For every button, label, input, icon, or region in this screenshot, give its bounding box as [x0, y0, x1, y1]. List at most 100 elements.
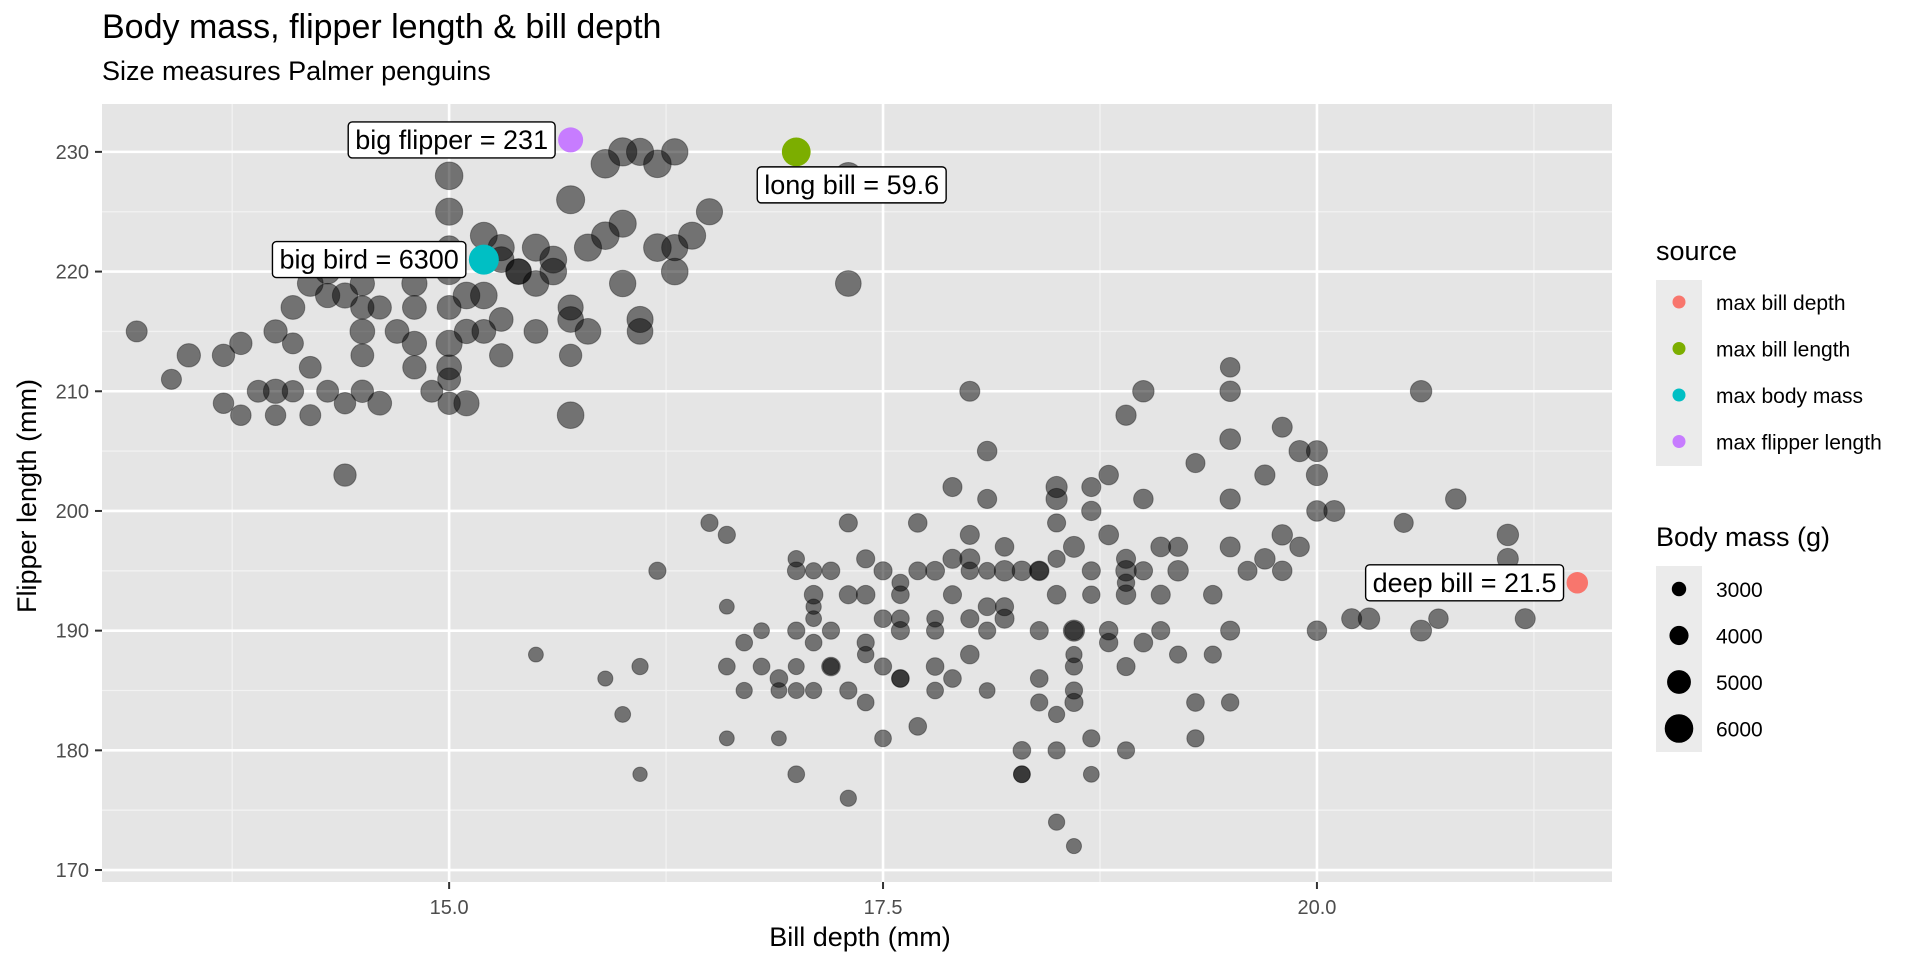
data-point [873, 657, 893, 676]
data-point [436, 354, 463, 381]
highlight-point [1566, 572, 1589, 594]
data-point [978, 682, 996, 699]
data-point [978, 561, 997, 580]
data-point [1150, 536, 1172, 558]
data-point [856, 549, 876, 569]
highlight-label-box [271, 240, 467, 279]
data-point [1065, 838, 1083, 855]
data-point [349, 318, 376, 345]
chart-subtitle: Size measures Palmer penguins [102, 56, 491, 86]
legend-source-label: max flipper length [1716, 432, 1882, 455]
data-point [700, 513, 719, 533]
data-point [1496, 523, 1520, 547]
legend-size-label: 3000 [1716, 579, 1763, 602]
data-point [453, 390, 480, 417]
data-point [926, 681, 944, 700]
data-point [435, 197, 464, 226]
data-point [1186, 729, 1205, 748]
data-point [299, 404, 322, 427]
data-point [648, 561, 667, 580]
data-point [367, 390, 393, 416]
data-point [1098, 524, 1120, 546]
data-point [281, 332, 304, 355]
highlight-point [781, 137, 811, 167]
data-point [718, 730, 735, 747]
data-point [717, 657, 736, 676]
y-tick-label: 180 [56, 740, 89, 762]
x-axis: 15.0 17.5 20.0 [430, 882, 1336, 919]
data-point [1167, 560, 1189, 582]
legend-size-swatch [1664, 714, 1694, 743]
data-point [803, 584, 824, 605]
data-point [959, 524, 980, 545]
data-point [1116, 656, 1136, 677]
highlight-label-text: long bill = 59.6 [764, 170, 939, 200]
data-point [891, 573, 910, 592]
data-point [314, 282, 341, 309]
data-point [804, 633, 823, 652]
data-point [632, 766, 648, 782]
data-point [821, 561, 841, 581]
data-point [1219, 428, 1242, 451]
legend-size-label: 6000 [1716, 719, 1763, 742]
data-point [1029, 621, 1049, 641]
data-point [770, 730, 787, 747]
highlight-point [468, 244, 499, 275]
data-point [316, 379, 340, 403]
data-point [264, 404, 287, 426]
x-tick-label: 20.0 [1297, 897, 1336, 919]
data-point [333, 391, 357, 415]
legend-size-label: 5000 [1716, 672, 1763, 695]
highlight-label-text: big flipper = 231 [355, 125, 548, 155]
data-point [1220, 620, 1241, 641]
data-point [1047, 549, 1066, 568]
data-point [1062, 619, 1086, 642]
data-point [1150, 584, 1171, 605]
data-point [855, 584, 876, 605]
data-point [960, 609, 980, 629]
data-point [925, 657, 945, 676]
data-point [1132, 380, 1155, 403]
highlight-label: big flipper = 231 [347, 121, 556, 159]
data-point [1254, 464, 1276, 486]
data-point [907, 513, 928, 533]
highlight-label-text: big bird = 6300 [279, 245, 458, 275]
data-point [717, 525, 736, 545]
data-point [176, 343, 201, 368]
y-tick-label: 170 [56, 860, 89, 882]
data-point [1098, 464, 1119, 486]
data-point [280, 295, 306, 320]
legend-source-swatch [1672, 295, 1686, 309]
legend-size-swatch [1667, 670, 1691, 694]
legend-size-title: Body mass (g) [1656, 522, 1830, 552]
data-point [608, 209, 637, 238]
data-point [834, 270, 862, 297]
data-point [1409, 380, 1433, 403]
data-point [787, 621, 806, 640]
data-point [1047, 741, 1066, 760]
data-point [1306, 620, 1328, 641]
y-axis: 170 180 190 200 210 220 230 [56, 142, 102, 882]
data-point [1047, 813, 1066, 831]
data-point [1410, 619, 1433, 642]
legend-body-mass: Body mass (g) 3000 4000 5000 6000 [1656, 522, 1830, 752]
data-point [770, 682, 788, 699]
data-point [262, 378, 289, 404]
data-point [926, 609, 944, 628]
data-point [350, 343, 375, 368]
data-point [1219, 488, 1241, 510]
data-point [1012, 765, 1031, 784]
highlight-label: long bill = 59.6 [756, 166, 947, 204]
data-point [1047, 705, 1066, 724]
data-point [1062, 535, 1085, 558]
data-point [1081, 476, 1102, 498]
data-point [631, 657, 649, 676]
data-point [401, 295, 427, 320]
data-point [1220, 693, 1240, 712]
data-point [660, 257, 689, 286]
data-point [976, 440, 998, 462]
data-point [959, 380, 981, 402]
data-point [1185, 453, 1206, 474]
data-point [874, 729, 892, 748]
data-point [735, 681, 753, 700]
